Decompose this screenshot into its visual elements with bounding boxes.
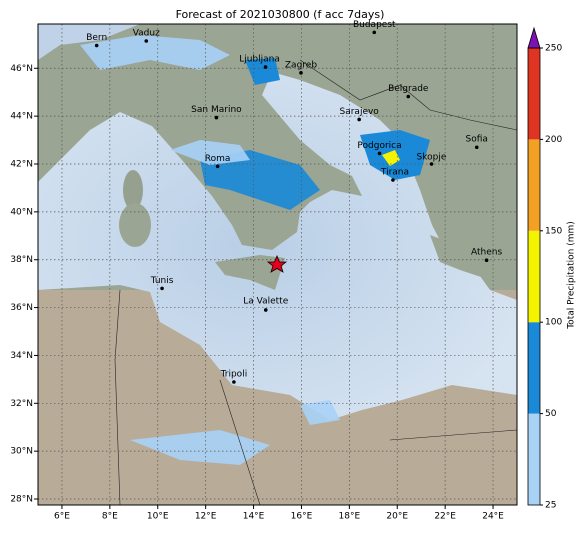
colorbar-segment <box>528 230 540 323</box>
city-label: Podgorica <box>357 141 401 151</box>
colorbar-tick-label: 150 <box>545 226 562 236</box>
colorbar-segment <box>528 48 540 140</box>
city-label: Sarajevo <box>340 107 380 117</box>
cities: Bern Vaduz Budapest Ljubljana Zagreb Belgrade… <box>86 20 502 384</box>
city-label: Vaduz <box>133 28 160 38</box>
grid: 6°E 8°E 10°E 12°E 14°E 16°E 18°E 20°E 22°E 24°E 28… <box>10 24 517 522</box>
y-tick-label: 32°N <box>10 399 33 409</box>
x-tick-label: 6°E <box>54 512 70 522</box>
city-label: Tirana <box>380 168 409 178</box>
city-label: Ljubljana <box>239 55 280 65</box>
city-marker <box>484 258 489 262</box>
city-marker <box>406 94 411 99</box>
y-tick-label: 36°N <box>10 303 33 313</box>
colorbar-segment <box>528 413 540 505</box>
city-label: Tripoli <box>220 369 248 379</box>
city-marker <box>263 308 268 312</box>
x-tick-label: 14°E <box>243 512 265 522</box>
city-label: Belgrade <box>388 84 429 94</box>
city-marker <box>263 65 268 69</box>
y-tick-label: 38°N <box>10 255 33 265</box>
city-label: Budapest <box>353 20 396 30</box>
x-tick-label: 12°E <box>195 512 217 522</box>
x-tick-label: 24°E <box>482 512 504 522</box>
city-marker <box>357 117 361 122</box>
colorbar-tick-label: 100 <box>545 318 562 328</box>
city-marker <box>377 151 382 156</box>
y-tick-label: 46°N <box>10 64 33 74</box>
map-frame <box>37 23 518 506</box>
x-tick-label: 18°E <box>339 512 361 522</box>
city-marker <box>215 164 220 169</box>
city-label: Zagreb <box>285 60 317 70</box>
x-tick-label: 8°E <box>102 512 118 522</box>
colorbar-tick-label: 200 <box>545 135 562 145</box>
colorbar-tick-label: 25 <box>545 501 556 511</box>
chart-title: Forecast of 2021030800 (f acc 7days) <box>176 8 385 21</box>
colorbar-segment <box>528 322 540 414</box>
city-label: Roma <box>205 154 231 164</box>
city-marker <box>372 30 377 35</box>
city-label: Athens <box>471 248 502 258</box>
colorbar-frame <box>527 47 541 506</box>
city-marker <box>160 286 164 291</box>
city-label: Tunis <box>150 276 174 286</box>
city-marker <box>94 43 99 48</box>
city-marker <box>474 145 479 150</box>
city-marker <box>214 115 219 120</box>
city-marker <box>232 380 236 384</box>
y-tick-label: 30°N <box>10 447 33 457</box>
colorbar: 25 50 100 150 200 250 Total Precipitation (mm) <box>527 26 577 511</box>
x-tick-label: 16°E <box>291 512 313 522</box>
y-tick-label: 42°N <box>10 159 33 169</box>
colorbar-extend <box>527 26 541 49</box>
city-label: Sofia <box>466 135 488 145</box>
y-tick-label: 34°N <box>10 351 33 361</box>
colorbar-tick-label: 50 <box>545 409 557 419</box>
y-tick-label: 44°N <box>10 112 33 122</box>
city-marker <box>429 162 434 166</box>
y-tick-label: 28°N <box>10 495 33 505</box>
city-label: San Marino <box>191 105 242 115</box>
city-label: Bern <box>86 33 107 43</box>
city-marker <box>299 71 303 75</box>
city-label: La Valette <box>243 296 288 306</box>
city-marker <box>144 39 149 43</box>
city-label: Skopje <box>417 152 447 162</box>
city-marker <box>391 178 395 182</box>
x-tick-label: 20°E <box>386 512 408 522</box>
x-tick-label: 22°E <box>434 512 456 522</box>
colorbar-label: Total Precipitation (mm) <box>567 221 577 330</box>
colorbar-segment <box>528 139 540 231</box>
y-tick-label: 40°N <box>10 207 33 217</box>
colorbar-tick-label: 250 <box>545 44 562 54</box>
epicenter-star <box>266 254 288 273</box>
x-tick-label: 10°E <box>147 512 169 522</box>
